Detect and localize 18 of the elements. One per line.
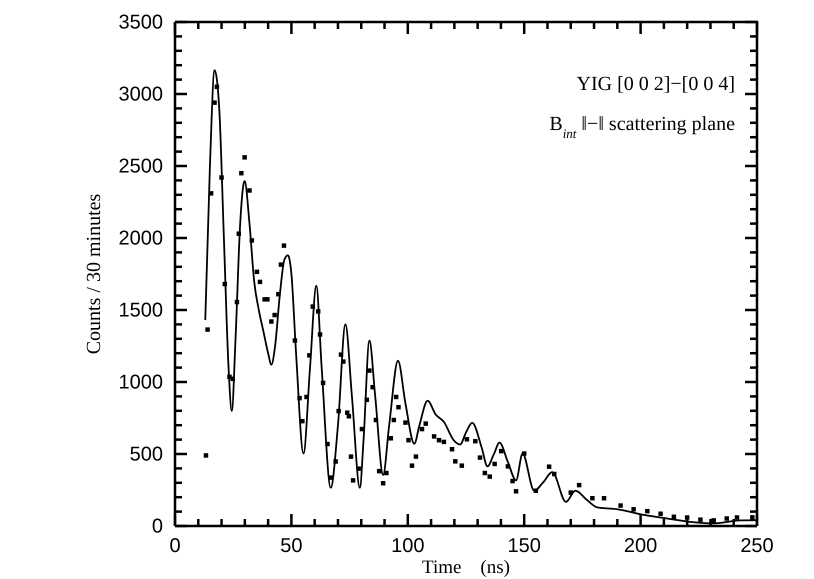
x-tick-label: 200 bbox=[624, 535, 658, 558]
y-tick-label: 1500 bbox=[118, 299, 163, 322]
y-tick-label: 0 bbox=[152, 515, 163, 538]
y-tick-label: 500 bbox=[130, 443, 163, 466]
y-tick-label: 1000 bbox=[118, 371, 163, 394]
x-tick-label: 150 bbox=[508, 535, 541, 558]
y-axis-title: Counts / 30 minutes bbox=[83, 194, 105, 354]
x-tick-label: 0 bbox=[169, 535, 181, 558]
annotation: B$_{int}$ ‖−‖ scattering plane bbox=[549, 113, 736, 140]
y-tick-label: 3000 bbox=[118, 83, 163, 106]
y-tick-label: 2500 bbox=[118, 155, 163, 178]
annotation: YIG [0 0 2]−[0 0 4] bbox=[576, 73, 735, 95]
x-axis-title: Time (ns) bbox=[422, 557, 510, 578]
y-tick-label: 2000 bbox=[118, 227, 163, 250]
x-tick-label: 250 bbox=[740, 535, 774, 558]
x-tick-label: 50 bbox=[280, 535, 303, 558]
x-tick-label: 100 bbox=[391, 535, 424, 558]
y-tick-label: 3500 bbox=[118, 11, 163, 34]
